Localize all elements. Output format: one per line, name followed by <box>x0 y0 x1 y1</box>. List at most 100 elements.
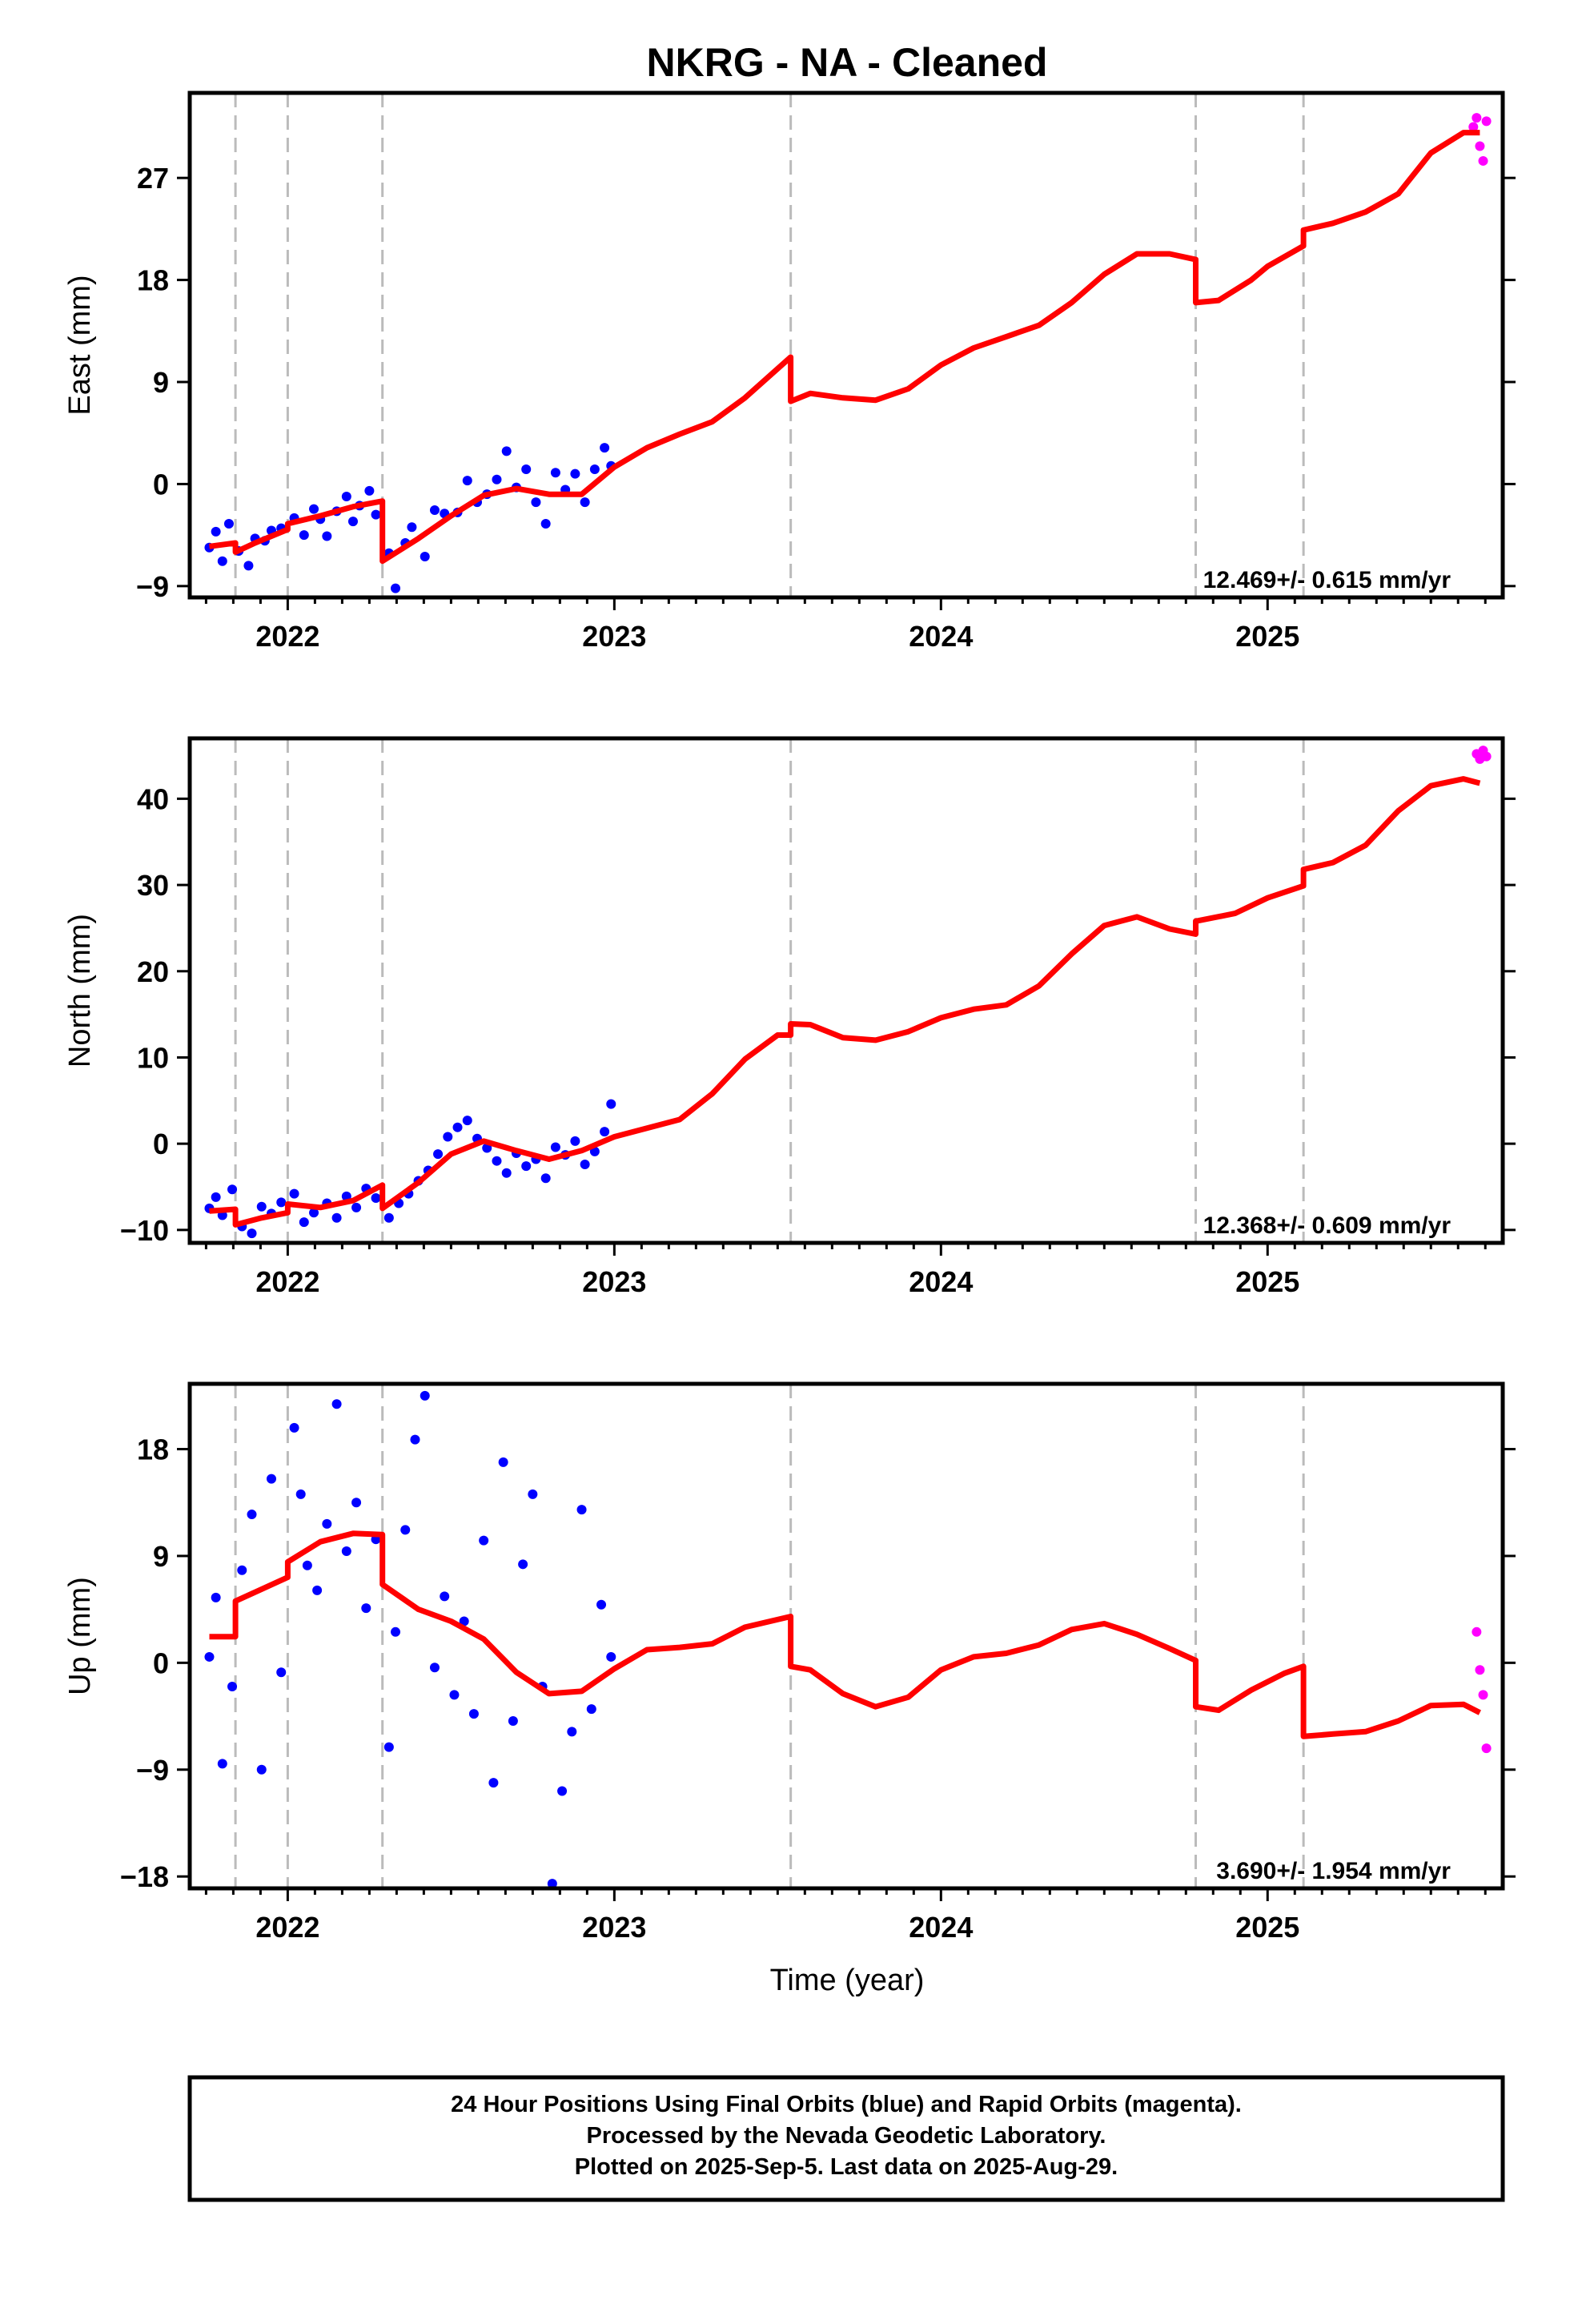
east-y-tick-label: −9 <box>136 570 169 603</box>
north-final-point <box>331 1212 342 1223</box>
east-final-point <box>223 518 234 529</box>
up-y-tick-label: −9 <box>136 1754 169 1787</box>
up-final-point <box>528 1489 538 1499</box>
up-final-point <box>420 1390 430 1401</box>
north-final-point <box>580 1160 590 1169</box>
east-final-point <box>391 583 401 593</box>
up-final-point <box>217 1759 227 1769</box>
north-y-tick-label: 0 <box>153 1128 169 1160</box>
north-final-point <box>211 1192 221 1202</box>
north-final-point <box>276 1197 287 1208</box>
panels: −9 0 9 18 27 2022 2023 2024 2025 East (mm) 12.469+… <box>63 90 1516 1944</box>
north-y-tick-label: 40 <box>137 782 169 815</box>
east-final-point <box>462 476 472 486</box>
up-y-axis-label: Up (mm) <box>63 1577 97 1695</box>
east-final-point <box>243 561 254 571</box>
up-final-point <box>479 1535 489 1546</box>
east-y-tick-label: 27 <box>137 162 169 195</box>
up-final-point <box>227 1682 238 1691</box>
east-y-tick-label: 0 <box>153 468 169 501</box>
up-final-point <box>237 1565 247 1575</box>
east-x-tick-label: 2025 <box>1235 620 1299 653</box>
up-y-tick-label: 18 <box>137 1433 169 1466</box>
up-final-point <box>256 1764 267 1775</box>
up-final-point <box>351 1498 362 1508</box>
up-final-point <box>468 1709 479 1719</box>
up-x-tick-label: 2023 <box>582 1911 646 1944</box>
north-final-point <box>452 1122 463 1132</box>
up-final-point <box>276 1667 287 1678</box>
north-final-point <box>521 1161 532 1172</box>
up-final-point <box>331 1399 342 1409</box>
east-final-point <box>420 552 430 562</box>
up-final-point <box>567 1727 577 1737</box>
up-final-point <box>459 1616 469 1626</box>
east-final-point <box>540 518 551 529</box>
east-final-point <box>580 497 590 508</box>
east-final-point <box>531 497 541 508</box>
east-rapid-point <box>1478 155 1488 166</box>
east-final-point <box>429 505 440 515</box>
plot-title: NKRG - NA - Cleaned <box>647 40 1048 85</box>
east-final-point <box>217 556 227 566</box>
footer-line-2: Processed by the Nevada Geodetic Laborat… <box>587 2123 1106 2149</box>
north-final-point <box>309 1208 319 1218</box>
footer-line-1: 24 Hour Positions Using Final Orbits (bl… <box>451 2092 1242 2117</box>
north-final-point <box>492 1156 502 1166</box>
up-final-point <box>518 1559 528 1570</box>
east-model-line <box>209 130 1480 565</box>
north-y-tick-label: −10 <box>120 1214 169 1247</box>
up-frame <box>187 1381 1505 1891</box>
footer-line-3: Plotted on 2025-Sep-5. Last data on 2025… <box>575 2154 1118 2180</box>
up-final-point <box>204 1651 215 1662</box>
east-final-point <box>211 526 221 537</box>
east-rapid-point <box>1472 113 1482 123</box>
north-final-point <box>256 1201 267 1212</box>
up-final-point <box>410 1434 420 1445</box>
north-x-tick-label: 2022 <box>255 1265 319 1298</box>
east-final-point <box>322 531 332 541</box>
east-final-point <box>501 446 512 456</box>
east-x-tick-label: 2024 <box>909 620 973 653</box>
north-final-point <box>606 1099 616 1109</box>
east-x-tick-label: 2023 <box>582 620 646 653</box>
north-y-tick-label: 10 <box>137 1041 169 1074</box>
east-y-tick-label: 18 <box>137 264 169 297</box>
up-final-point <box>322 1518 332 1529</box>
north-final-point <box>383 1212 394 1223</box>
up-panel: −18 −9 0 9 18 2022 2023 2024 2025 Up (mm) 3.690+/-… <box>63 1381 1516 1944</box>
east-final-point <box>570 468 580 479</box>
north-rapid-point <box>1481 751 1492 762</box>
up-final-point <box>400 1525 411 1535</box>
north-final-point <box>501 1168 512 1178</box>
east-final-point <box>364 485 375 496</box>
east-y-tick-label: 9 <box>153 366 169 399</box>
up-final-point <box>312 1585 323 1595</box>
footer-frame <box>187 2075 1505 2202</box>
up-plot-background <box>190 1384 1503 1888</box>
up-final-point <box>547 1879 557 1889</box>
north-final-point <box>247 1228 257 1239</box>
east-x-tick-label: 2022 <box>255 620 319 653</box>
east-rapid-point <box>1475 141 1485 151</box>
up-final-point <box>508 1715 518 1726</box>
north-final-point <box>433 1149 444 1160</box>
north-final-point <box>443 1132 453 1142</box>
east-final-point <box>299 530 309 541</box>
east-final-point <box>371 509 381 520</box>
east-final-point <box>600 443 610 453</box>
north-final-point <box>299 1217 309 1228</box>
north-panel: −10 0 10 20 30 40 2022 2023 2024 2025 North (mm) 12… <box>63 736 1516 1298</box>
east-final-point <box>492 474 502 485</box>
east-rate-label: 12.469+/- 0.615 mm/yr <box>1203 567 1452 593</box>
up-final-point <box>302 1560 312 1570</box>
north-final-point <box>540 1173 551 1184</box>
east-panel: −9 0 9 18 27 2022 2023 2024 2025 East (mm) 12.469+… <box>63 90 1516 653</box>
east-final-point <box>521 464 532 475</box>
up-rapid-point <box>1478 1690 1488 1700</box>
up-y-tick-label: 0 <box>153 1647 169 1679</box>
up-final-point <box>498 1457 508 1467</box>
east-frame <box>187 90 1505 600</box>
up-final-point <box>488 1778 499 1788</box>
east-final-point <box>341 492 351 501</box>
